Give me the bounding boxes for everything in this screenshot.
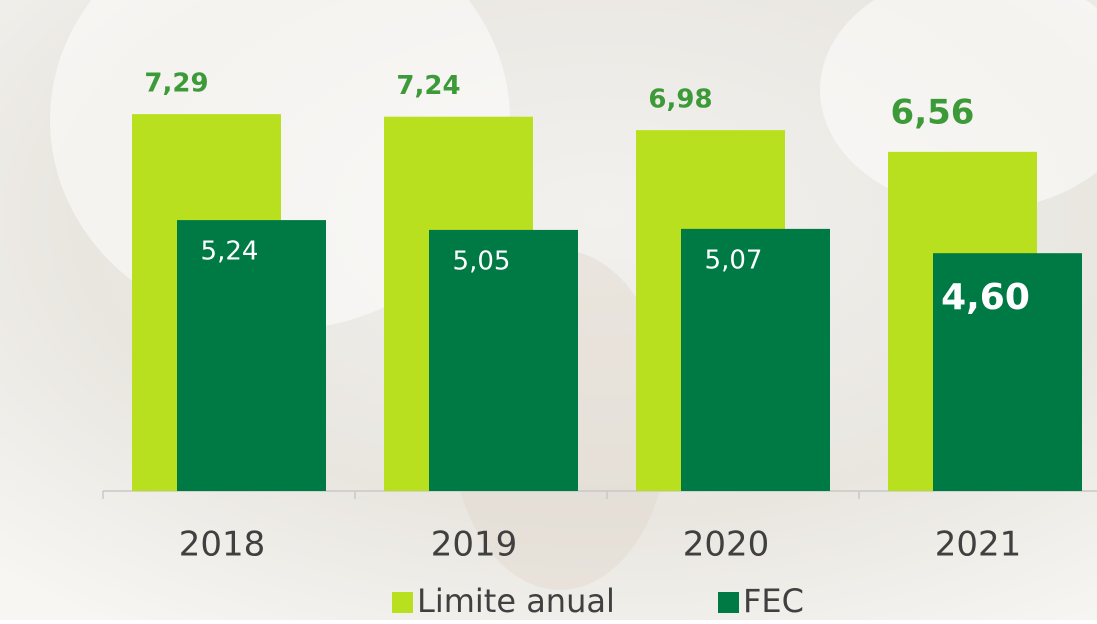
value-label: 6,56: [891, 92, 975, 132]
x-tick-label: 2018: [179, 525, 266, 565]
legend-swatch: [392, 592, 413, 613]
value-label: 5,07: [705, 245, 763, 275]
x-tick-label: 2020: [683, 525, 770, 565]
legend-swatch: [718, 592, 739, 613]
legend-label: Limite anual: [417, 582, 615, 620]
value-label: 6,98: [648, 85, 712, 115]
value-label: 7,24: [396, 71, 460, 101]
x-tick-label: 2021: [935, 525, 1022, 565]
legend-label: FEC: [743, 582, 804, 620]
value-label: 5,05: [453, 246, 511, 276]
value-label: 4,60: [941, 277, 1030, 318]
x-tick-label: 2019: [431, 525, 518, 565]
value-label: 5,24: [201, 237, 259, 267]
chart: 7,29 7,24 6,98 6,56 5,24 5,05 5,07 4,60 2018 2019…: [0, 0, 1097, 620]
value-label: 7,29: [144, 69, 208, 99]
